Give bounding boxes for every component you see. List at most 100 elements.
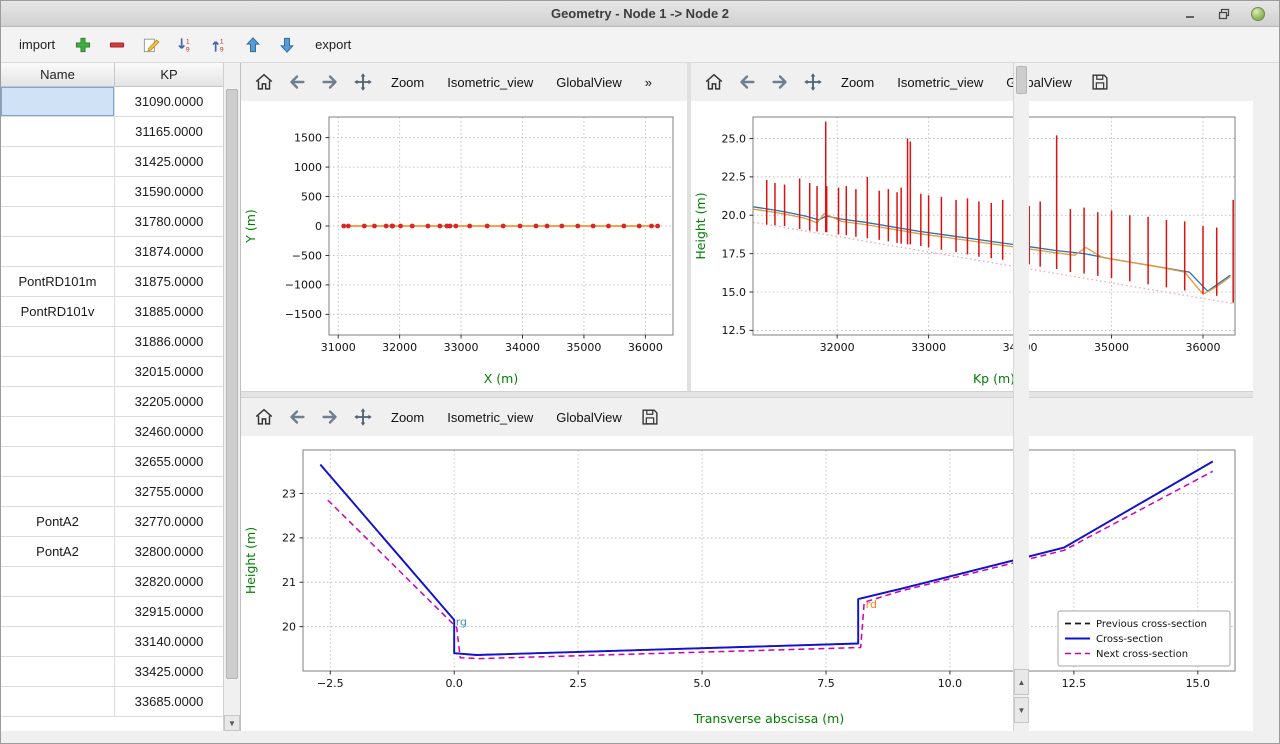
- forward-button[interactable]: [315, 402, 345, 432]
- save-button[interactable]: [1085, 67, 1115, 97]
- scroll-up-button[interactable]: ▲: [1014, 669, 1029, 695]
- restore-button[interactable]: [1215, 5, 1233, 23]
- kp-cell[interactable]: 33140.0000: [134, 634, 204, 649]
- zoom-button[interactable]: Zoom: [381, 405, 434, 430]
- name-cell[interactable]: [1, 417, 115, 446]
- import-button[interactable]: import: [11, 33, 63, 56]
- table-scroll-down-button[interactable]: ▼: [224, 715, 240, 731]
- kp-cell[interactable]: 31590.0000: [134, 184, 204, 199]
- kp-cell[interactable]: 31090.0000: [134, 94, 204, 109]
- remove-row-button[interactable]: [103, 31, 131, 59]
- forward-button[interactable]: [315, 67, 345, 97]
- cross-section-chart[interactable]: −2.5 0.0 2.5 5.0 7.5 10.0 12.5 15.0 20 21 22 23 Tran…: [241, 436, 1253, 731]
- name-cell[interactable]: [1, 87, 115, 116]
- table-row[interactable]: 32460.0000: [1, 417, 223, 447]
- name-cell[interactable]: PontRD101v: [1, 297, 115, 326]
- name-cell[interactable]: [1, 627, 115, 656]
- kp-cell[interactable]: 32770.0000: [134, 514, 204, 529]
- kp-cell[interactable]: 31875.0000: [134, 274, 204, 289]
- edit-button[interactable]: [137, 31, 165, 59]
- isometric-view-button[interactable]: Isometric_view: [437, 405, 543, 430]
- name-cell[interactable]: [1, 207, 115, 236]
- name-cell[interactable]: [1, 567, 115, 596]
- name-cell[interactable]: [1, 357, 115, 386]
- name-cell[interactable]: PontA2: [1, 537, 115, 566]
- pan-button[interactable]: [798, 67, 828, 97]
- home-button[interactable]: [699, 67, 729, 97]
- kp-cell[interactable]: 33425.0000: [134, 664, 204, 679]
- column-header-name[interactable]: Name: [1, 63, 115, 86]
- move-down-button[interactable]: [273, 31, 301, 59]
- move-up-button[interactable]: [239, 31, 267, 59]
- name-cell[interactable]: PontRD101m: [1, 267, 115, 296]
- name-cell[interactable]: [1, 327, 115, 356]
- kp-cell[interactable]: 32800.0000: [134, 544, 204, 559]
- table-row[interactable]: 32655.0000: [1, 447, 223, 477]
- kp-cell[interactable]: 32015.0000: [134, 364, 204, 379]
- horizontal-splitter[interactable]: [241, 391, 1253, 398]
- name-cell[interactable]: [1, 477, 115, 506]
- name-cell[interactable]: [1, 147, 115, 176]
- title-bar[interactable]: Geometry - Node 1 -> Node 2: [1, 1, 1279, 27]
- longitudinal-profile-chart[interactable]: 320003300034000350003600012.515.017.520.…: [691, 101, 1253, 391]
- kp-cell[interactable]: 32915.0000: [134, 604, 204, 619]
- kp-cell[interactable]: 31425.0000: [134, 154, 204, 169]
- save-button[interactable]: [635, 402, 665, 432]
- table-scrollbar[interactable]: ▼: [223, 63, 240, 731]
- home-button[interactable]: [249, 402, 279, 432]
- pan-button[interactable]: [348, 67, 378, 97]
- isometric-view-button[interactable]: Isometric_view: [437, 70, 543, 95]
- table-row[interactable]: 32820.0000: [1, 567, 223, 597]
- table-row[interactable]: 31780.0000: [1, 207, 223, 237]
- table-row[interactable]: PontA2 32770.0000: [1, 507, 223, 537]
- kp-cell[interactable]: 31780.0000: [134, 214, 204, 229]
- back-button[interactable]: [282, 402, 312, 432]
- table-row[interactable]: 31874.0000: [1, 237, 223, 267]
- name-cell[interactable]: [1, 597, 115, 626]
- pan-button[interactable]: [348, 402, 378, 432]
- kp-cell[interactable]: 32205.0000: [134, 394, 204, 409]
- name-cell[interactable]: [1, 177, 115, 206]
- window-scrollbar-thumb[interactable]: [1016, 66, 1027, 94]
- scroll-down-button[interactable]: ▼: [1014, 697, 1029, 723]
- name-cell[interactable]: [1, 117, 115, 146]
- table-row[interactable]: 32915.0000: [1, 597, 223, 627]
- global-view-button[interactable]: GlobalView: [546, 405, 632, 430]
- name-cell[interactable]: [1, 687, 115, 716]
- table-row[interactable]: 31425.0000: [1, 147, 223, 177]
- table-scrollbar-thumb[interactable]: [226, 89, 238, 679]
- table-row[interactable]: 33425.0000: [1, 657, 223, 687]
- table-row[interactable]: PontRD101m 31875.0000: [1, 267, 223, 297]
- name-cell[interactable]: [1, 387, 115, 416]
- table-row[interactable]: 33140.0000: [1, 627, 223, 657]
- table-row[interactable]: PontA2 32800.0000: [1, 537, 223, 567]
- kp-cell[interactable]: 32820.0000: [134, 574, 204, 589]
- plan-view-chart[interactable]: 31000 32000 33000 34000 35000 36000 −1500 −1000…: [241, 101, 687, 391]
- vertical-splitter[interactable]: [687, 63, 691, 391]
- kp-cell[interactable]: 31165.0000: [135, 124, 203, 139]
- table-row[interactable]: 31886.0000: [1, 327, 223, 357]
- name-cell[interactable]: [1, 657, 115, 686]
- zoom-button[interactable]: Zoom: [831, 70, 884, 95]
- name-cell[interactable]: [1, 447, 115, 476]
- name-cell[interactable]: [1, 237, 115, 266]
- kp-cell[interactable]: 33685.0000: [134, 694, 204, 709]
- export-button[interactable]: export: [307, 33, 359, 56]
- back-button[interactable]: [732, 67, 762, 97]
- table-row[interactable]: 31165.0000: [1, 117, 223, 147]
- table-row[interactable]: 33685.0000: [1, 687, 223, 717]
- kp-cell[interactable]: 31885.0000: [134, 304, 204, 319]
- home-button[interactable]: [249, 67, 279, 97]
- add-row-button[interactable]: [69, 31, 97, 59]
- isometric-view-button[interactable]: Isometric_view: [887, 70, 993, 95]
- table-row[interactable]: 31590.0000: [1, 177, 223, 207]
- back-button[interactable]: [282, 67, 312, 97]
- forward-button[interactable]: [765, 67, 795, 97]
- zoom-button[interactable]: Zoom: [381, 70, 434, 95]
- close-button[interactable]: [1249, 5, 1267, 23]
- kp-cell[interactable]: 32655.0000: [134, 454, 204, 469]
- kp-cell[interactable]: 32755.0000: [134, 484, 204, 499]
- global-view-button[interactable]: GlobalView: [546, 70, 632, 95]
